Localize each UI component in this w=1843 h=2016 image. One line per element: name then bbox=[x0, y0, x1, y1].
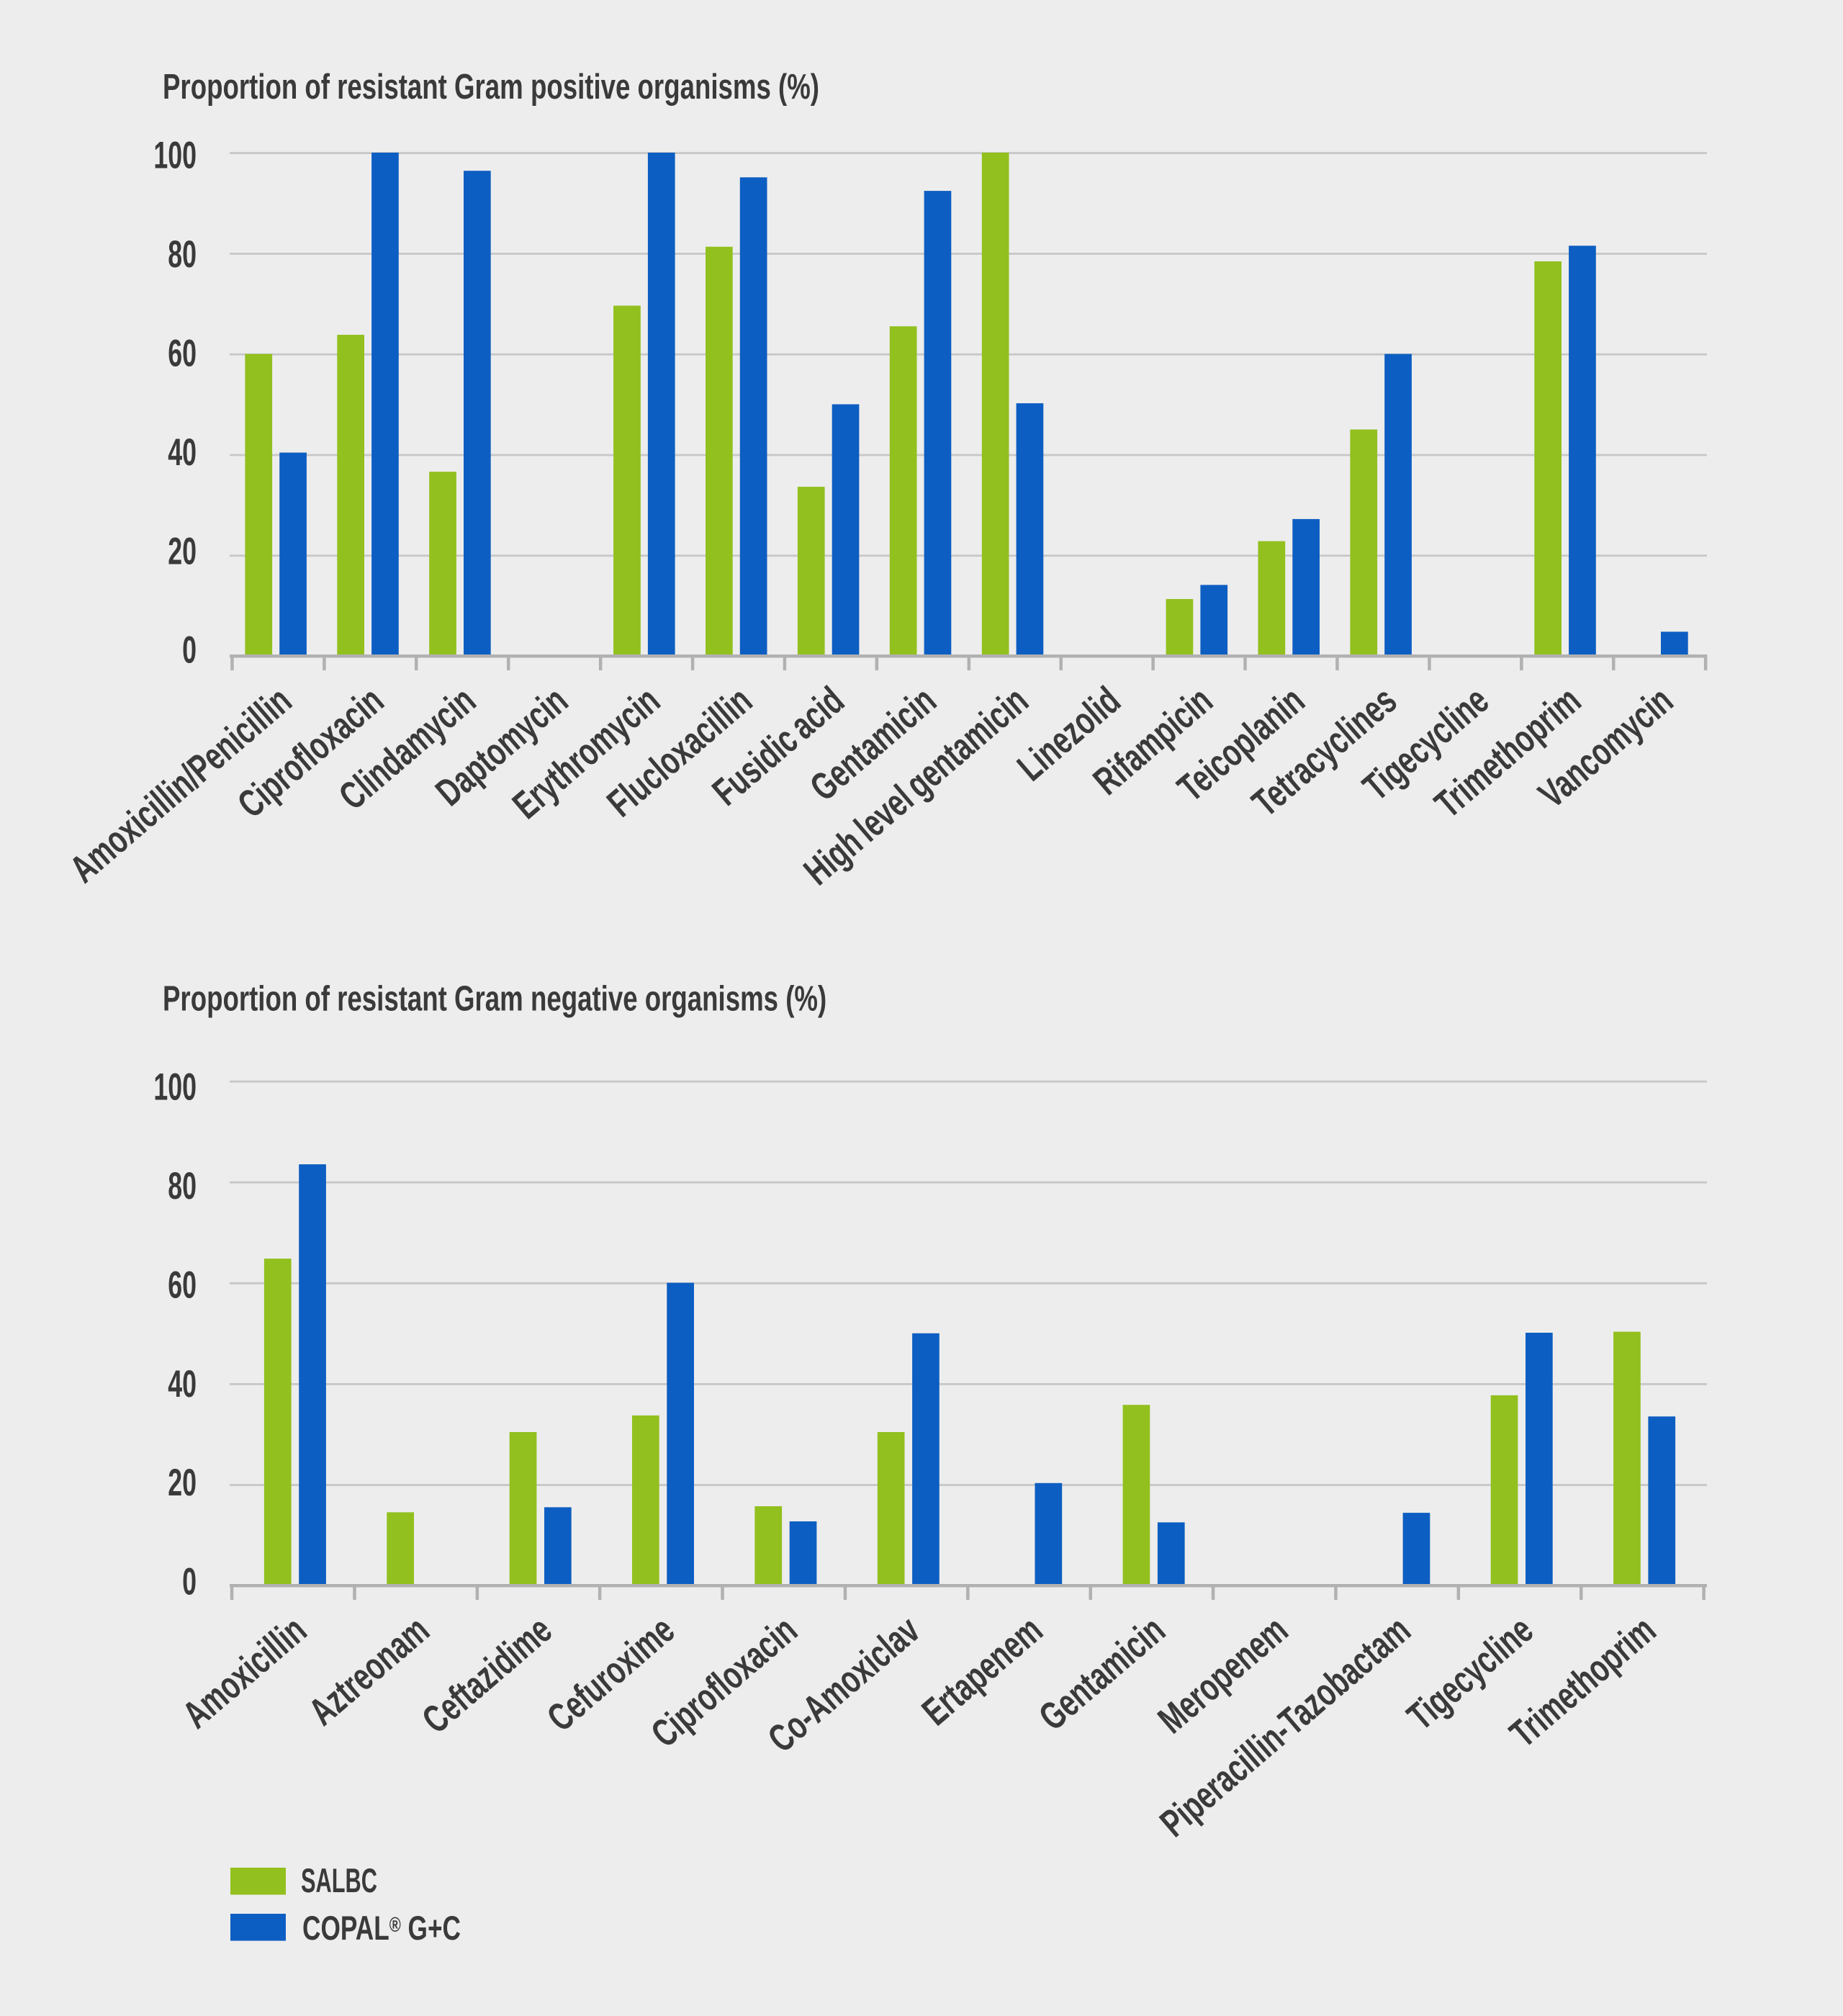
svg-text:100: 100 bbox=[153, 1066, 197, 1109]
svg-text:Proportion of resistant Gram p: Proportion of resistant Gram positive or… bbox=[163, 68, 819, 107]
svg-text:40: 40 bbox=[168, 431, 197, 474]
svg-text:20: 20 bbox=[168, 529, 197, 572]
svg-text:60: 60 bbox=[168, 1263, 197, 1306]
svg-text:80: 80 bbox=[168, 1164, 197, 1207]
svg-text:100: 100 bbox=[153, 134, 197, 177]
svg-text:0: 0 bbox=[182, 1560, 197, 1603]
svg-text:Proportion of resistant Gram n: Proportion of resistant Gram negative or… bbox=[163, 979, 826, 1018]
svg-text:COPAL® G+C: COPAL® G+C bbox=[302, 1909, 461, 1947]
svg-text:SALBC: SALBC bbox=[301, 1863, 377, 1900]
svg-text:60: 60 bbox=[168, 331, 197, 374]
svg-text:40: 40 bbox=[168, 1362, 197, 1405]
svg-text:0: 0 bbox=[182, 629, 197, 672]
svg-text:20: 20 bbox=[168, 1461, 197, 1504]
svg-text:80: 80 bbox=[168, 233, 197, 276]
